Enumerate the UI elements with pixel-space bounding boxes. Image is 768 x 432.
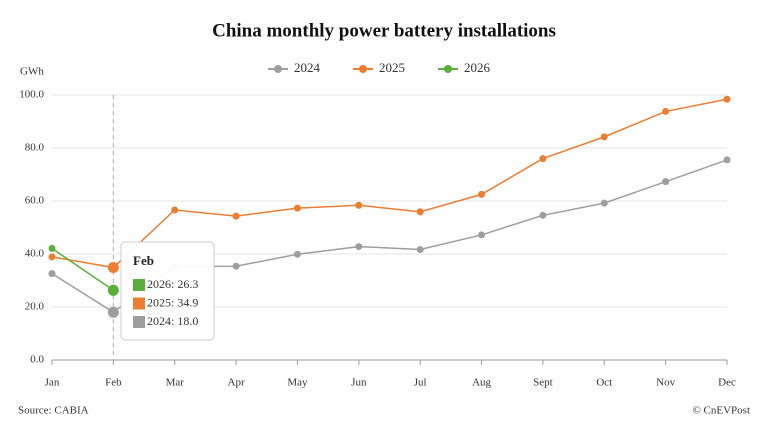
legend-dot [444,65,452,73]
data-point [107,262,119,274]
tooltip-box [120,241,215,341]
data-point [48,270,56,278]
data-point [48,244,56,252]
data-point [723,95,731,103]
tooltip-title: Feb [133,253,154,268]
data-point [107,306,119,318]
data-point [416,245,424,253]
x-tick-label: Jul [414,377,427,389]
data-point [600,133,608,141]
data-point [232,262,240,270]
data-point [478,231,486,239]
x-tick-label: Nov [656,377,675,389]
tooltip-swatch [133,316,145,328]
data-point [662,107,670,115]
source: Source: CABIA [18,405,89,417]
series-line [51,98,728,269]
data-point [293,204,301,212]
tooltip-item: 2026: 26.3 [147,277,198,291]
legend-label: 2026 [464,60,491,75]
data-point [539,211,547,219]
y-tick-label: 20.0 [25,301,45,313]
data-point [355,201,363,209]
x-tick-label: Jun [351,377,367,389]
legend-dot [359,65,367,73]
y-tick-label: 80.0 [25,142,45,154]
x-tick-label: Apr [228,377,245,389]
data-point [355,243,363,251]
data-point [539,155,547,163]
credit: © CnEVPost [692,405,750,417]
tooltip-item: 2025: 34.9 [147,295,198,309]
data-point [293,250,301,258]
x-tick-label: Aug [472,377,491,389]
tooltip-swatch [133,279,145,291]
y-tick-label: 100.0 [19,89,44,101]
y-tick-label: 60.0 [25,195,45,207]
data-point [662,178,670,186]
data-point [416,208,424,216]
legend-label: 2024 [294,60,321,75]
tooltip: Feb 2026: 26.3 2025: 34.9 2024: 18.0 [120,241,215,341]
data-point [600,199,608,207]
data-point [723,156,731,164]
y-tick-label: 0.0 [30,354,44,366]
data-point [107,284,119,296]
data-point [478,190,486,198]
y-axis-label: GWh [20,66,44,78]
tooltip-swatch [133,297,145,310]
x-tick-label: May [287,377,308,389]
data-point [48,253,56,261]
x-tick-label: Sept [533,377,553,389]
x-tick-label: Feb [105,377,122,389]
x-tick-label: Mar [166,377,185,389]
x-tick-label: Jan [45,377,60,389]
chart-title: China monthly power battery installation… [212,20,556,41]
x-tick-label: Dec [718,377,736,389]
y-tick-label: 40.0 [25,248,45,260]
tooltip-item: 2024: 18.0 [147,314,198,328]
series-line [51,247,114,291]
data-point [232,212,240,220]
x-tick-label: Oct [596,377,612,389]
data-point [171,206,179,214]
legend-label: 2025 [379,60,405,75]
legend-dot [274,65,282,73]
